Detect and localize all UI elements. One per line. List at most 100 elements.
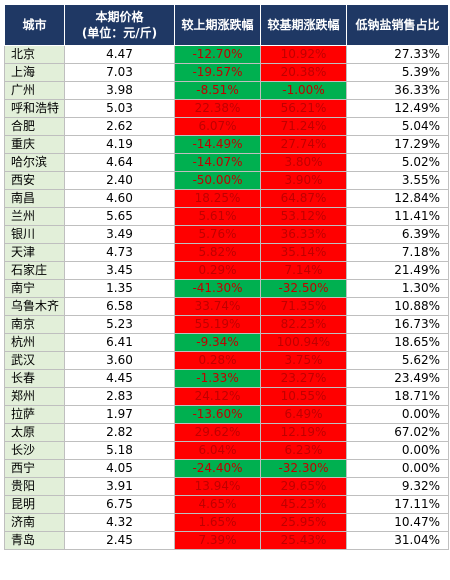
change-base-cell: 23.27% (260, 369, 347, 388)
change-base-cell: 3.75% (260, 351, 347, 370)
change-prev-cell: 0.28% (174, 351, 261, 370)
change-prev-cell: 1.65% (174, 513, 261, 532)
change-base-cell: 20.38% (260, 63, 347, 82)
header-price-title: 本期价格 (95, 10, 144, 24)
change-base-cell: 64.87% (260, 189, 347, 208)
city-cell: 合肥 (4, 117, 65, 136)
table-row: 石家庄 3.45 0.29% 7.14% 21.49% (4, 261, 449, 280)
change-prev-cell: 5.82% (174, 243, 261, 262)
price-cell: 2.83 (64, 387, 175, 406)
share-cell: 21.49% (346, 261, 449, 280)
change-base-cell: 7.14% (260, 261, 347, 280)
table-row: 兰州 5.65 5.61% 53.12% 11.41% (4, 207, 449, 226)
table-row: 长春 4.45 -1.33% 23.27% 23.49% (4, 369, 449, 388)
price-cell: 3.91 (64, 477, 175, 496)
city-cell: 乌鲁木齐 (4, 297, 65, 316)
price-cell: 5.65 (64, 207, 175, 226)
change-base-cell: 6.49% (260, 405, 347, 424)
price-cell: 2.45 (64, 531, 175, 550)
table-row: 武汉 3.60 0.28% 3.75% 5.62% (4, 351, 449, 370)
change-base-cell: 12.19% (260, 423, 347, 442)
table-row: 西宁 4.05 -24.40% -32.30% 0.00% (4, 459, 449, 478)
share-cell: 12.49% (346, 99, 449, 118)
price-cell: 4.05 (64, 459, 175, 478)
header-price-unit: (单位：元/斤) (81, 26, 158, 40)
table-row: 南京 5.23 55.19% 82.23% 16.73% (4, 315, 449, 334)
change-prev-cell: -1.33% (174, 369, 261, 388)
change-base-cell: 71.35% (260, 297, 347, 316)
city-cell: 天津 (4, 243, 65, 262)
city-cell: 呼和浩特 (4, 99, 65, 118)
price-cell: 2.82 (64, 423, 175, 442)
change-prev-cell: -19.57% (174, 63, 261, 82)
table-row: 拉萨 1.97 -13.60% 6.49% 0.00% (4, 405, 449, 424)
change-prev-cell: -41.30% (174, 279, 261, 298)
price-cell: 1.97 (64, 405, 175, 424)
table-row: 济南 4.32 1.65% 25.95% 10.47% (4, 513, 449, 532)
price-cell: 4.32 (64, 513, 175, 532)
table-row: 郑州 2.83 24.12% 10.55% 18.71% (4, 387, 449, 406)
table-row: 太原 2.82 29.62% 12.19% 67.02% (4, 423, 449, 442)
table-header: 城市 本期价格 (单位：元/斤) 较上期涨跌幅 较基期涨跌幅 低钠盐销售占比 (4, 4, 449, 46)
table-row: 西安 2.40 -50.00% 3.90% 3.55% (4, 171, 449, 190)
city-cell: 济南 (4, 513, 65, 532)
share-cell: 1.30% (346, 279, 449, 298)
change-prev-cell: -12.70% (174, 45, 261, 64)
header-city: 城市 (4, 4, 65, 46)
city-cell: 武汉 (4, 351, 65, 370)
change-base-cell: 10.92% (260, 45, 347, 64)
price-cell: 6.75 (64, 495, 175, 514)
price-cell: 3.98 (64, 81, 175, 100)
city-cell: 重庆 (4, 135, 65, 154)
share-cell: 3.55% (346, 171, 449, 190)
share-cell: 9.32% (346, 477, 449, 496)
change-base-cell: 27.74% (260, 135, 347, 154)
change-prev-cell: 6.04% (174, 441, 261, 460)
city-cell: 兰州 (4, 207, 65, 226)
city-cell: 哈尔滨 (4, 153, 65, 172)
salt-price-table-container: 城市 本期价格 (单位：元/斤) 较上期涨跌幅 较基期涨跌幅 低钠盐销售占比 北… (4, 4, 449, 550)
share-cell: 6.39% (346, 225, 449, 244)
share-cell: 31.04% (346, 531, 449, 550)
city-cell: 石家庄 (4, 261, 65, 280)
city-cell: 北京 (4, 45, 65, 64)
change-base-cell: 29.65% (260, 477, 347, 496)
share-cell: 18.65% (346, 333, 449, 352)
change-base-cell: -1.00% (260, 81, 347, 100)
change-prev-cell: -13.60% (174, 405, 261, 424)
change-prev-cell: 5.61% (174, 207, 261, 226)
change-base-cell: 3.90% (260, 171, 347, 190)
change-base-cell: 25.43% (260, 531, 347, 550)
city-cell: 杭州 (4, 333, 65, 352)
change-base-cell: 56.21% (260, 99, 347, 118)
price-cell: 2.62 (64, 117, 175, 136)
change-prev-cell: 18.25% (174, 189, 261, 208)
change-prev-cell: -50.00% (174, 171, 261, 190)
table-row: 天津 4.73 5.82% 35.14% 7.18% (4, 243, 449, 262)
table-row: 呼和浩特 5.03 22.38% 56.21% 12.49% (4, 99, 449, 118)
table-body: 北京 4.47 -12.70% 10.92% 27.33% 上海 7.03 -19.57% 20… (4, 45, 449, 550)
share-cell: 0.00% (346, 441, 449, 460)
share-cell: 5.39% (346, 63, 449, 82)
change-prev-cell: 22.38% (174, 99, 261, 118)
change-prev-cell: 0.29% (174, 261, 261, 280)
table-row: 南昌 4.60 18.25% 64.87% 12.84% (4, 189, 449, 208)
table-row: 长沙 5.18 6.04% 6.23% 0.00% (4, 441, 449, 460)
change-base-cell: 82.23% (260, 315, 347, 334)
price-cell: 7.03 (64, 63, 175, 82)
price-cell: 5.23 (64, 315, 175, 334)
table-row: 贵阳 3.91 13.94% 29.65% 9.32% (4, 477, 449, 496)
city-cell: 青岛 (4, 531, 65, 550)
share-cell: 10.88% (346, 297, 449, 316)
share-cell: 5.62% (346, 351, 449, 370)
change-prev-cell: -9.34% (174, 333, 261, 352)
table-row: 杭州 6.41 -9.34% 100.94% 18.65% (4, 333, 449, 352)
city-cell: 上海 (4, 63, 65, 82)
city-cell: 长沙 (4, 441, 65, 460)
price-cell: 4.73 (64, 243, 175, 262)
city-cell: 郑州 (4, 387, 65, 406)
city-cell: 贵阳 (4, 477, 65, 496)
price-cell: 4.64 (64, 153, 175, 172)
share-cell: 5.04% (346, 117, 449, 136)
share-cell: 16.73% (346, 315, 449, 334)
